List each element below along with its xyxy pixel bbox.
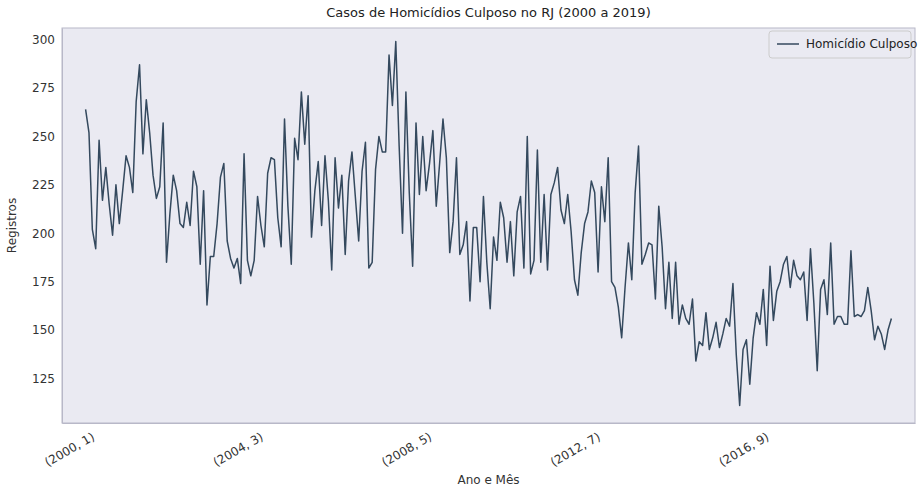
- x-tick-label: (2012, 7): [548, 430, 603, 470]
- y-tick: 125: [32, 372, 62, 386]
- x-tick: (2000, 1): [42, 423, 97, 469]
- x-tick-label: (2008, 5): [379, 430, 434, 470]
- y-tick: 200: [32, 227, 62, 241]
- y-tick: 250: [32, 130, 62, 144]
- legend-swatch: [777, 43, 799, 45]
- x-tick-label: (2016, 9): [717, 430, 772, 470]
- x-tick: (2008, 5): [379, 423, 434, 469]
- title: Casos de Homicídios Culposo no RJ (2000 …: [326, 5, 650, 20]
- x-axis: (2000, 1) (2004, 3) (2008, 5) (2012, 7) (201…: [42, 423, 915, 469]
- plot-area: [86, 42, 892, 406]
- y-tick: 175: [32, 275, 62, 289]
- plot-background: [62, 28, 915, 423]
- y-tick-label: 250: [32, 130, 55, 144]
- legend: Homicídio Culposo: [769, 31, 917, 58]
- y-tick-label: 125: [32, 372, 55, 386]
- y-tick-label: 175: [32, 275, 55, 289]
- x-axis-title: Ano e Mês: [457, 473, 519, 487]
- plot-frame: [62, 28, 915, 423]
- x-tick-label: (2000, 1): [42, 430, 97, 470]
- y-tick: 300: [32, 33, 62, 47]
- x-tick: (2016, 9): [717, 423, 772, 469]
- legend-label: Homicídio Culposo: [806, 37, 917, 51]
- chart: 125 150 175 200 225 250 275 300 (2000, 1) (2004, …: [0, 0, 924, 492]
- y-tick: 150: [32, 323, 62, 337]
- x-tick: (2004, 3): [211, 423, 266, 469]
- x-tick: (2012, 7): [548, 423, 603, 469]
- x-tick-label: (2004, 3): [211, 430, 266, 470]
- y-tick-label: 150: [32, 323, 55, 337]
- line-series: [86, 42, 892, 406]
- y-tick: 275: [32, 81, 62, 95]
- y-tick-label: 200: [32, 227, 55, 241]
- y-tick-label: 275: [32, 81, 55, 95]
- y-axis: 125 150 175 200 225 250 275 300: [32, 29, 62, 424]
- y-tick-label: 300: [32, 33, 55, 47]
- y-tick-label: 225: [32, 178, 55, 192]
- y-axis-title: Registros: [5, 198, 19, 253]
- y-tick: 225: [32, 178, 62, 192]
